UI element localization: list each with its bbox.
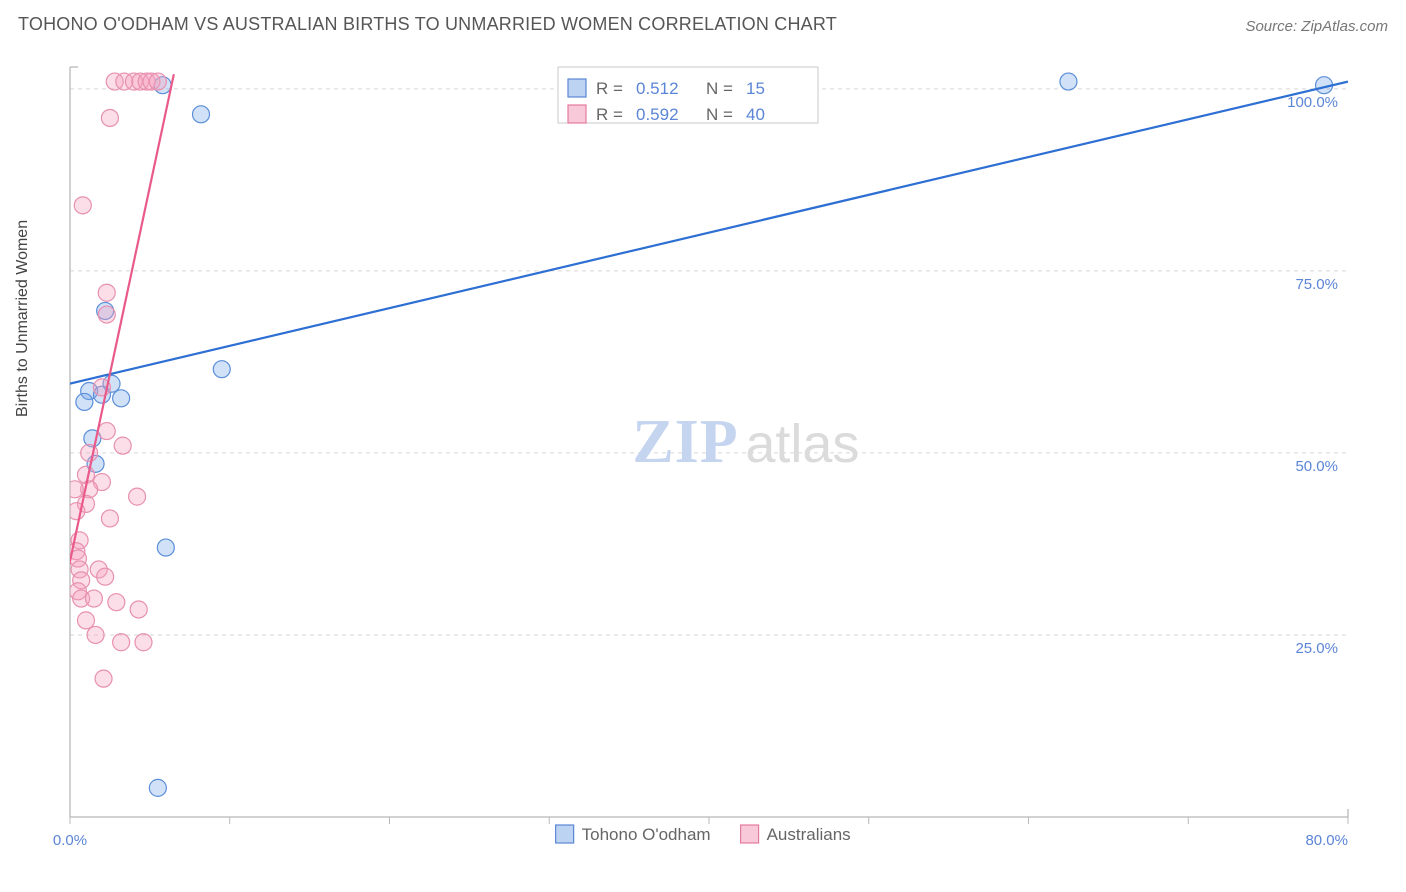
source-label: Source: ZipAtlas.com <box>1245 18 1388 35</box>
legend-swatch <box>741 825 759 843</box>
legend-n-label: N = <box>706 105 733 124</box>
legend-r-value: 0.512 <box>636 79 679 98</box>
legend-swatch <box>568 79 586 97</box>
watermark-atlas: atlas <box>745 414 859 474</box>
point-tohono <box>113 390 130 407</box>
y-tick-label: 100.0% <box>1287 94 1338 111</box>
legend-swatch <box>568 105 586 123</box>
point-australian <box>113 634 130 651</box>
point-australian <box>97 568 114 585</box>
point-australian <box>87 626 104 643</box>
legend-r-value: 0.592 <box>636 105 679 124</box>
legend-r-label: R = <box>596 105 623 124</box>
point-australian <box>101 510 118 527</box>
point-australian <box>98 423 115 440</box>
y-tick-label: 50.0% <box>1295 458 1338 475</box>
legend-swatch <box>556 825 574 843</box>
y-tick-label: 25.0% <box>1295 640 1338 657</box>
point-tohono <box>149 779 166 796</box>
point-tohono <box>213 361 230 378</box>
watermark-zip: ZIP <box>632 408 738 476</box>
point-australian <box>98 306 115 323</box>
point-australian <box>74 197 91 214</box>
point-tohono <box>76 393 93 410</box>
legend-n-value: 15 <box>746 79 765 98</box>
y-tick-label: 75.0% <box>1295 276 1338 293</box>
point-tohono <box>192 106 209 123</box>
point-australian <box>149 73 166 90</box>
point-australian <box>66 481 83 498</box>
plot-svg: 25.0% 50.0% 75.0% 100.0% 0.0% 80.0% ZIPatlas R … <box>18 37 1388 877</box>
x-tick-label: 0.0% <box>53 832 87 849</box>
chart-title: TOHONO O'ODHAM VS AUSTRALIAN BIRTHS TO U… <box>18 14 837 35</box>
point-australian <box>95 670 112 687</box>
point-australian <box>129 488 146 505</box>
point-tohono <box>157 539 174 556</box>
point-australian <box>130 601 147 618</box>
legend-n-value: 40 <box>746 105 765 124</box>
point-australian <box>85 590 102 607</box>
legend-series-label: Tohono O'odham <box>582 825 711 844</box>
point-australian <box>108 594 125 611</box>
legend-r-label: R = <box>596 79 623 98</box>
point-australian <box>77 612 94 629</box>
point-australian <box>114 437 131 454</box>
legend-series-label: Australians <box>767 825 851 844</box>
legend-n-label: N = <box>706 79 733 98</box>
point-australian <box>101 109 118 126</box>
x-tick-label: 80.0% <box>1305 832 1348 849</box>
scatter-chart: Births to Unmarried Women 25.0%50.0%75.0… <box>18 37 1388 877</box>
point-australian <box>98 284 115 301</box>
point-tohono <box>1060 73 1077 90</box>
trendline-tohono <box>54 82 1348 388</box>
point-australian <box>135 634 152 651</box>
